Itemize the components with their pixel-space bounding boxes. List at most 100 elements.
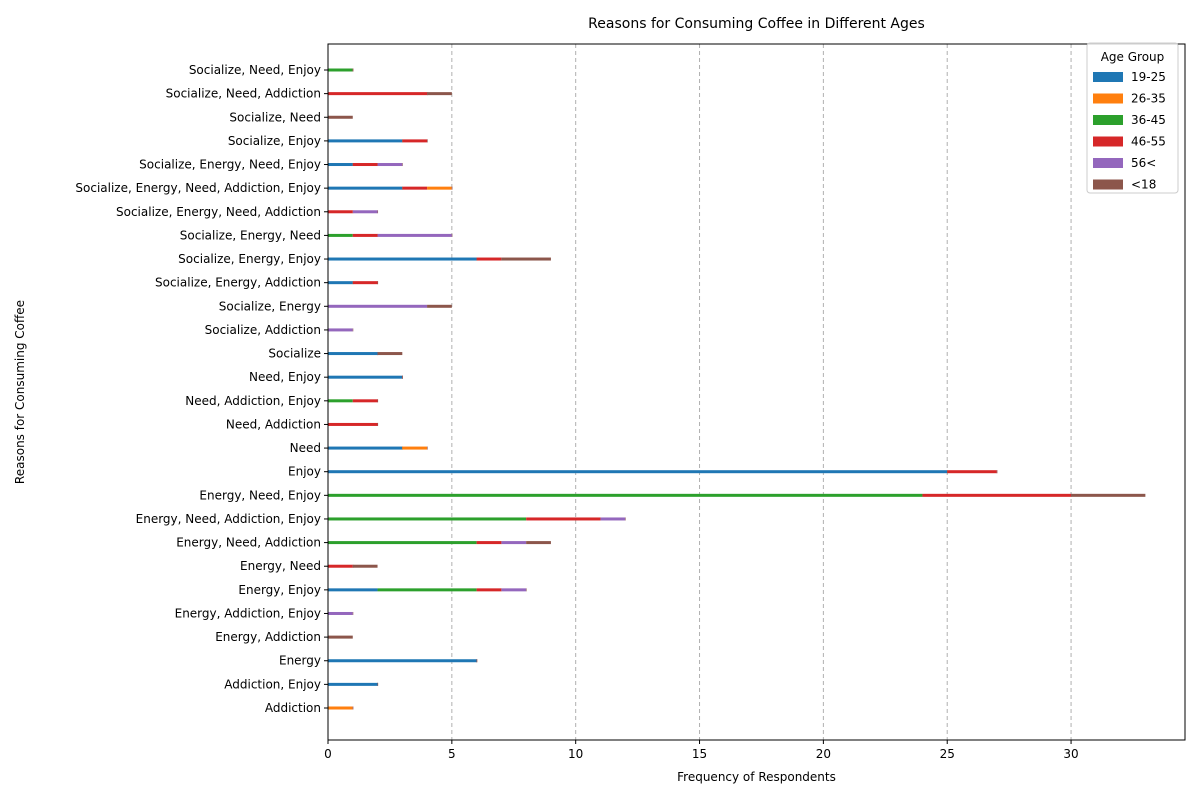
bar-segment	[328, 115, 353, 119]
bar-segment	[402, 186, 428, 190]
bar-segment	[625, 517, 626, 521]
bar-segment	[352, 163, 378, 167]
bar-segment	[352, 706, 354, 710]
bar-segment	[922, 493, 1072, 497]
bar-segment	[526, 517, 601, 521]
bar-segment	[996, 470, 998, 474]
bar-segment	[328, 706, 353, 710]
bar-segment	[352, 399, 378, 403]
x-tick-label: 0	[324, 747, 332, 761]
bars-layer	[328, 68, 1146, 710]
bar-segment	[328, 588, 378, 592]
x-tick-label: 15	[692, 747, 707, 761]
bar-segment	[328, 139, 403, 143]
y-tick-label: Socialize, Energy, Need, Addiction, Enjo…	[75, 181, 321, 195]
legend-entry: 46-55	[1131, 135, 1166, 149]
bar-segment	[328, 564, 353, 568]
bar-segment	[451, 186, 453, 190]
bar-segment	[377, 682, 379, 686]
y-tick-label: Socialize, Need, Enjoy	[189, 63, 321, 77]
bar-segment	[1071, 493, 1146, 497]
bar-segment	[328, 399, 353, 403]
legend-entry: <18	[1131, 178, 1156, 192]
legend-entry: 36-45	[1131, 113, 1166, 127]
legend-swatch	[1093, 115, 1123, 125]
y-axis-label: Reasons for Consuming Coffee	[13, 300, 27, 484]
bar-segment	[328, 257, 477, 261]
bar-segment	[328, 446, 403, 450]
bar-segment	[377, 281, 379, 285]
bar-segment	[328, 375, 403, 379]
x-tick-label: 25	[940, 747, 955, 761]
y-tick-label: Addiction	[265, 701, 321, 715]
legend-swatch	[1093, 179, 1123, 190]
bar-segment	[402, 446, 428, 450]
legend: Age Group 19-25 26-35 36-45 46-55 56< <18	[1086, 42, 1179, 194]
y-axis-ticks: Addiction Addiction, Enjoy Energy Energy, A…	[75, 63, 328, 715]
bar-segment	[476, 588, 502, 592]
bar-segment	[328, 517, 527, 521]
bar-segment	[526, 541, 551, 545]
bar-segment	[377, 163, 403, 167]
y-tick-label: Socialize, Energy, Need, Enjoy	[139, 158, 321, 172]
y-tick-label: Energy, Addiction, Enjoy	[175, 606, 321, 620]
y-tick-label: Energy, Need	[240, 559, 321, 573]
bar-segment	[328, 635, 353, 639]
bar-segment	[352, 210, 378, 214]
bar-segment	[427, 446, 428, 450]
bar-segment	[352, 328, 354, 332]
y-tick-label: Energy, Addiction	[215, 630, 321, 644]
bar-segment	[328, 186, 403, 190]
y-tick-label: Energy	[279, 654, 321, 668]
y-tick-label: Socialize, Need	[229, 110, 321, 124]
legend-swatch	[1093, 136, 1123, 147]
bar-segment	[427, 304, 452, 308]
bar-segment	[402, 163, 403, 167]
bar-segment	[476, 257, 502, 261]
x-tick-label: 5	[448, 747, 456, 761]
y-tick-label: Need, Addiction, Enjoy	[185, 394, 321, 408]
bar-segment	[328, 682, 378, 686]
bar-segment	[402, 375, 403, 379]
y-tick-label: Socialize, Energy, Enjoy	[178, 252, 321, 266]
bar-segment	[328, 422, 378, 426]
bar-segment	[501, 257, 551, 261]
bar-segment	[427, 92, 452, 96]
bar-segment	[377, 588, 477, 592]
bar-segment	[328, 92, 428, 96]
bar-segment	[352, 68, 354, 72]
x-axis-label: Frequency of Respondents	[677, 770, 836, 784]
bar-segment	[947, 470, 997, 474]
bar-segment	[328, 470, 948, 474]
bar-segment	[328, 611, 353, 615]
bar-segment	[328, 281, 353, 285]
bar-segment	[352, 611, 354, 615]
y-tick-label: Need, Enjoy	[249, 370, 321, 384]
bar-segment	[328, 541, 477, 545]
legend-swatch	[1093, 158, 1123, 168]
bar-segment	[427, 139, 428, 143]
y-tick-label: Socialize, Energy, Need	[180, 228, 321, 242]
legend-entry: 56<	[1131, 156, 1156, 170]
y-tick-label: Socialize, Energy, Need, Addiction	[116, 205, 321, 219]
y-tick-label: Energy, Need, Addiction	[176, 536, 321, 550]
y-tick-label: Socialize, Need, Addiction	[166, 87, 321, 101]
y-tick-label: Socialize	[268, 347, 321, 361]
bar-segment	[501, 588, 527, 592]
y-tick-label: Need	[290, 441, 321, 455]
bar-segment	[352, 233, 378, 237]
y-tick-label: Socialize, Energy	[219, 299, 321, 313]
bar-segment	[402, 139, 428, 143]
legend-entry: 26-35	[1131, 92, 1166, 106]
bar-segment	[328, 493, 923, 497]
bar-segment	[377, 352, 403, 356]
bar-segment	[377, 210, 379, 214]
bar-segment	[476, 659, 478, 663]
bar-segment	[600, 517, 626, 521]
x-tick-label: 10	[568, 747, 583, 761]
y-tick-label: Need, Addiction	[226, 417, 321, 431]
bar-segment	[476, 541, 502, 545]
bar-segment	[352, 281, 378, 285]
